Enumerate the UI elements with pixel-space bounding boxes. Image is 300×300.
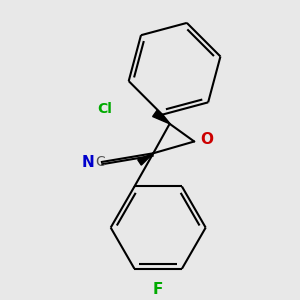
Polygon shape [153,110,170,124]
Polygon shape [138,153,153,165]
Text: N: N [82,154,94,169]
Text: Cl: Cl [98,102,112,116]
Text: O: O [200,132,213,147]
Text: F: F [153,282,164,297]
Text: C: C [96,155,106,169]
